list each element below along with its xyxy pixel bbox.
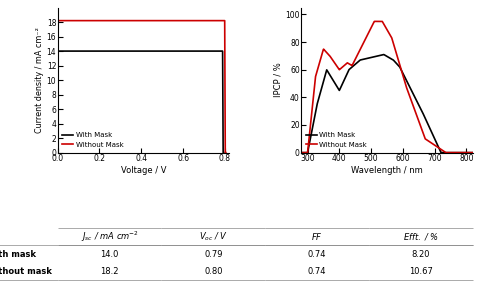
- Without Mask: [329, 57, 335, 60]
- X-axis label: Voltage / V: Voltage / V: [120, 166, 166, 175]
- With Mask: [55, 49, 60, 53]
- With Mask: [156, 49, 162, 53]
- Without Mask: [299, 151, 304, 155]
- Without Mask: [157, 19, 163, 22]
- With Mask: [376, 54, 382, 58]
- With Mask: [195, 49, 201, 53]
- With Mask: [342, 76, 348, 79]
- Without Mask: [376, 20, 382, 23]
- Legend: With Mask, Without Mask: With Mask, Without Mask: [305, 131, 369, 149]
- With Mask: [413, 98, 419, 101]
- Without Mask: [413, 112, 419, 116]
- Y-axis label: IPCP / %: IPCP / %: [274, 63, 283, 98]
- With Mask: [205, 49, 211, 53]
- Line: With Mask: With Mask: [58, 51, 224, 153]
- Without Mask: [400, 73, 406, 76]
- With Mask: [299, 151, 304, 155]
- Without Mask: [342, 63, 348, 66]
- With Mask: [154, 49, 159, 53]
- With Mask: [400, 71, 406, 75]
- Without Mask: [428, 141, 433, 144]
- With Mask: [55, 49, 61, 53]
- Legend: With Mask, Without Mask: With Mask, Without Mask: [61, 131, 125, 149]
- Line: Without Mask: Without Mask: [58, 21, 226, 153]
- With Mask: [220, 151, 226, 155]
- With Mask: [221, 151, 227, 155]
- Without Mask: [223, 151, 228, 155]
- X-axis label: Wavelength / nm: Wavelength / nm: [351, 166, 423, 175]
- With Mask: [329, 76, 335, 80]
- With Mask: [428, 128, 433, 132]
- Without Mask: [155, 19, 161, 22]
- With Mask: [470, 151, 476, 155]
- Without Mask: [207, 19, 213, 22]
- Without Mask: [55, 19, 61, 22]
- Y-axis label: Current density / mA cm⁻²: Current density / mA cm⁻²: [35, 27, 44, 133]
- Without Mask: [154, 19, 160, 22]
- Without Mask: [470, 151, 476, 155]
- Without Mask: [196, 19, 202, 22]
- Line: With Mask: With Mask: [301, 55, 473, 153]
- Line: Without Mask: Without Mask: [301, 22, 473, 153]
- Without Mask: [372, 20, 377, 23]
- Without Mask: [55, 19, 60, 22]
- With Mask: [153, 49, 159, 53]
- Without Mask: [222, 151, 228, 155]
- With Mask: [381, 53, 386, 56]
